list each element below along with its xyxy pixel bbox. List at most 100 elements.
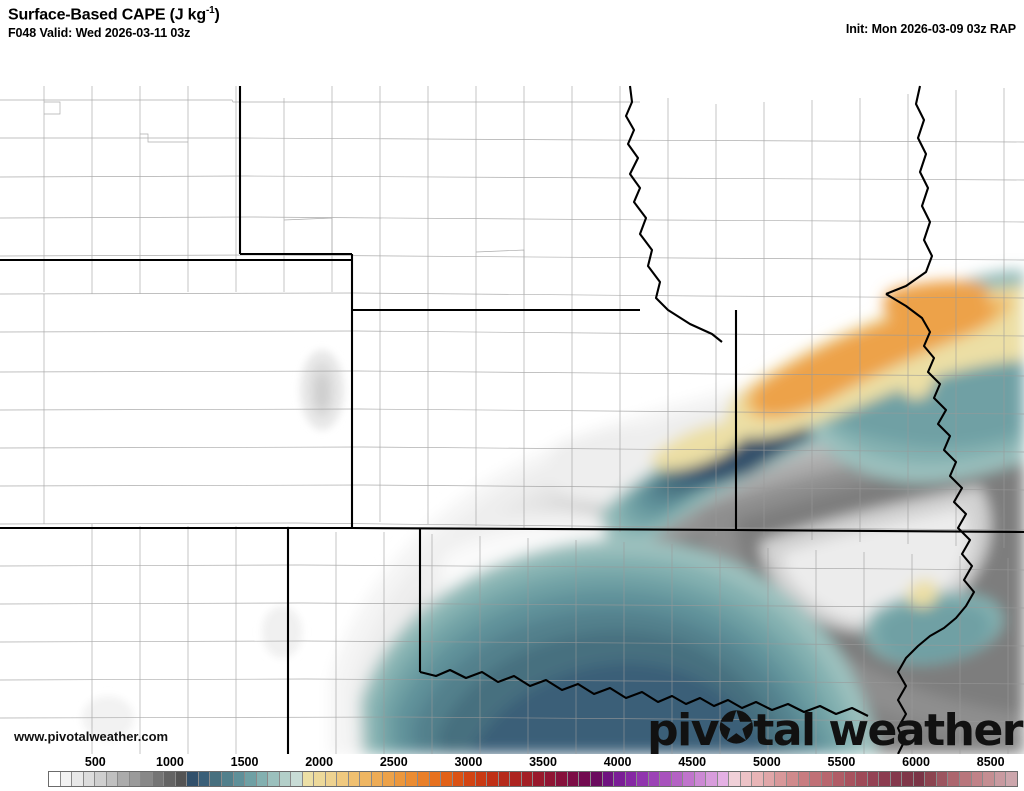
colorbar-cell-37 xyxy=(475,772,488,786)
colorbar-cell-44 xyxy=(556,772,568,786)
colorbar-cell-82 xyxy=(994,772,1007,786)
colorbar-cell-21 xyxy=(291,772,303,786)
colorbar-cell-32 xyxy=(418,772,430,786)
colorbar-cell-43 xyxy=(544,772,557,786)
colorbar-tick-5500: 5500 xyxy=(827,755,856,769)
colorbar-cell-4 xyxy=(95,772,107,786)
colorbar-cell-77 xyxy=(936,772,949,786)
colorbar-tick-1500: 1500 xyxy=(230,755,259,769)
colorbar-cell-40 xyxy=(510,772,522,786)
colorbar-cell-1 xyxy=(60,772,73,786)
colorbar-cell-74 xyxy=(902,772,914,786)
colorbar-cell-64 xyxy=(787,772,799,786)
colorbar-cell-56 xyxy=(694,772,707,786)
colorbar-cell-39 xyxy=(498,772,511,786)
colorbar-cell-5 xyxy=(106,772,119,786)
website-url-label: www.pivotalweather.com xyxy=(14,729,169,744)
colorbar-cell-8 xyxy=(141,772,153,786)
logo-text-before: piv xyxy=(647,705,719,754)
map-canvas[interactable]: www.pivotalweather.com piv✪tal weather xyxy=(0,42,1024,754)
colorbar-cell-55 xyxy=(683,772,695,786)
map-header: Surface-Based CAPE (J kg-1) F048 Valid: … xyxy=(0,0,1024,42)
colorbar-cell-11 xyxy=(175,772,188,786)
colorbar-cell-31 xyxy=(406,772,418,786)
cape-contour-map[interactable] xyxy=(0,42,1024,754)
logo-text-after: tal weather xyxy=(753,705,1023,754)
colorbar-cell-14 xyxy=(210,772,222,786)
colorbar-tick-4000: 4000 xyxy=(603,755,632,769)
colorbar-gradient-strip[interactable] xyxy=(48,771,1018,787)
title-block: Surface-Based CAPE (J kg-1) F048 Valid: … xyxy=(8,2,220,41)
colorbar-cell-81 xyxy=(983,772,995,786)
colorbar-cell-3 xyxy=(83,772,96,786)
colorbar-cell-68 xyxy=(833,772,845,786)
colorbar-cell-54 xyxy=(671,772,684,786)
colorbar-tick-2500: 2500 xyxy=(379,755,408,769)
colorbar-cell-27 xyxy=(360,772,372,786)
colorbar-cell-42 xyxy=(533,772,545,786)
colorbar-cell-75 xyxy=(913,772,926,786)
model-init-label: Init: Mon 2026-03-09 03z RAP xyxy=(845,22,1016,36)
colorbar-cell-25 xyxy=(337,772,349,786)
forecast-valid-label: F048 Valid: Wed 2026-03-11 03z xyxy=(8,26,191,41)
colorbar-cell-41 xyxy=(521,772,534,786)
pivotal-weather-logo: piv✪tal weather xyxy=(647,703,1023,754)
colorbar-cell-10 xyxy=(164,772,176,786)
state-boundaries xyxy=(0,85,1024,754)
colorbar-cell-76 xyxy=(925,772,937,786)
colorbar-cell-63 xyxy=(775,772,787,786)
colorbar-tick-4500: 4500 xyxy=(678,755,707,769)
colorbar-cell-26 xyxy=(348,772,361,786)
colorbar-cell-58 xyxy=(717,772,730,786)
colorbar-tick-3000: 3000 xyxy=(454,755,483,769)
colorbar-cell-34 xyxy=(441,772,453,786)
colorbar-cell-61 xyxy=(752,772,764,786)
colorbar-cell-19 xyxy=(268,772,280,786)
colorbar-cell-16 xyxy=(233,772,246,786)
colorbar-tick-1000: 1000 xyxy=(156,755,184,769)
colorbar-cell-71 xyxy=(867,772,880,786)
colorbar-cell-33 xyxy=(429,772,442,786)
colorbar-cell-18 xyxy=(256,772,269,786)
colorbar-cell-62 xyxy=(763,772,776,786)
page-title-close: ) xyxy=(214,6,220,24)
colorbar-cell-45 xyxy=(567,772,580,786)
colorbar-cell-12 xyxy=(187,772,199,786)
colorbar-cell-60 xyxy=(740,772,753,786)
colorbar-cell-28 xyxy=(371,772,384,786)
colorbar-cell-20 xyxy=(279,772,292,786)
colorbar-cell-0 xyxy=(49,772,61,786)
colorbar-cell-79 xyxy=(959,772,972,786)
colorbar-cell-72 xyxy=(879,772,891,786)
colorbar-tick-5000: 5000 xyxy=(752,755,781,769)
colorbar-cell-48 xyxy=(602,772,615,786)
colorbar-cell-70 xyxy=(856,772,868,786)
cape-fill-layer xyxy=(330,269,1024,754)
colorbar-cell-2 xyxy=(72,772,84,786)
gear-icon: ✪ xyxy=(717,703,755,754)
colorbar-cell-69 xyxy=(844,772,857,786)
colorbar-cell-17 xyxy=(245,772,257,786)
colorbar-tick-8500: 8500 xyxy=(976,755,1005,769)
page-title-superscript: -1 xyxy=(205,5,215,16)
colorbar-cell-73 xyxy=(890,772,903,786)
colorbar-cell-78 xyxy=(948,772,960,786)
colorbar[interactable]: 500 1000 1500 2000 2500 3000 3500 4000 4500 5000 5… xyxy=(0,754,1024,791)
colorbar-cell-6 xyxy=(118,772,130,786)
colorbar-cell-46 xyxy=(579,772,591,786)
colorbar-cell-57 xyxy=(706,772,718,786)
colorbar-cell-15 xyxy=(221,772,234,786)
colorbar-tick-6000: 6000 xyxy=(902,755,930,769)
colorbar-cell-36 xyxy=(464,772,476,786)
colorbar-cell-24 xyxy=(325,772,338,786)
page-title-text: Surface-Based CAPE (J kg xyxy=(8,6,206,24)
colorbar-tick-labels: 500 1000 1500 2000 2500 3000 3500 4000 4500 5000 5… xyxy=(0,754,1024,771)
colorbar-cell-67 xyxy=(821,772,834,786)
colorbar-cell-65 xyxy=(798,772,811,786)
colorbar-tick-3500: 3500 xyxy=(529,755,557,769)
colorbar-cell-49 xyxy=(614,772,626,786)
colorbar-cell-13 xyxy=(198,772,211,786)
colorbar-cell-35 xyxy=(452,772,465,786)
colorbar-tick-500: 500 xyxy=(84,755,106,769)
colorbar-cell-30 xyxy=(394,772,407,786)
